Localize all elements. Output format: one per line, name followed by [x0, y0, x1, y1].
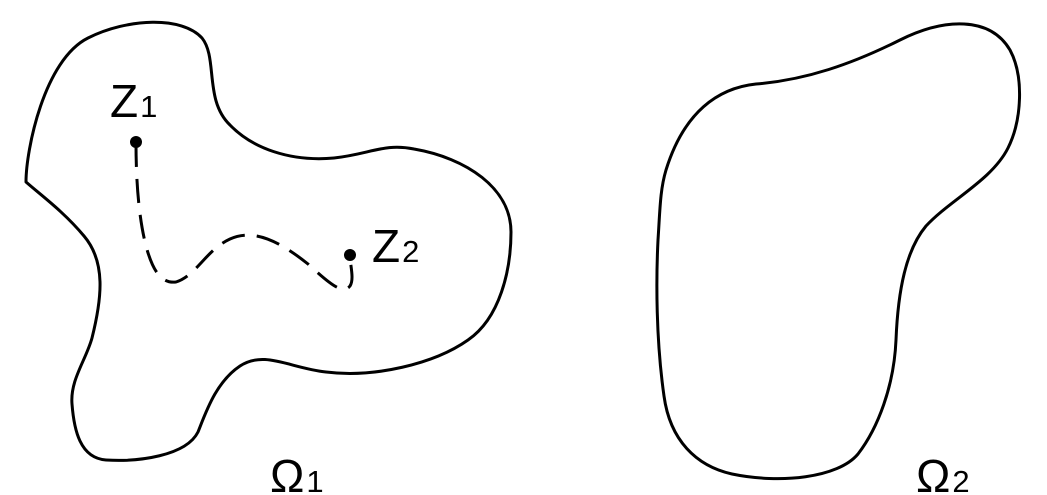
label-z2-letter: Z	[372, 220, 400, 272]
point-z1	[130, 136, 142, 148]
label-z2: Z2	[372, 220, 419, 272]
label-omega-2-subscript: 2	[952, 464, 969, 495]
label-omega-1: Ω1	[270, 450, 324, 495]
label-z1-letter: Z	[110, 75, 138, 127]
point-z2	[344, 249, 356, 261]
label-z1-subscript: 1	[140, 89, 157, 124]
label-omega-2: Ω2	[916, 450, 970, 495]
label-omega-1-subscript: 1	[306, 464, 323, 495]
dashed-path-z1-z2	[134, 142, 354, 291]
region-omega-2-boundary	[655, 22, 1022, 481]
label-omega-2-letter: Ω	[916, 450, 950, 495]
label-z1: Z1	[110, 75, 157, 127]
label-z2-subscript: 2	[402, 234, 419, 269]
label-omega-1-letter: Ω	[270, 450, 304, 495]
region-omega-1-boundary	[24, 20, 513, 462]
